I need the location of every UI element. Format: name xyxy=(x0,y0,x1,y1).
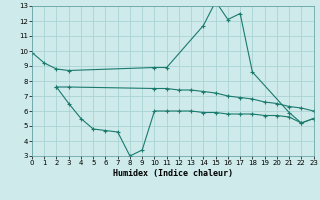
X-axis label: Humidex (Indice chaleur): Humidex (Indice chaleur) xyxy=(113,169,233,178)
